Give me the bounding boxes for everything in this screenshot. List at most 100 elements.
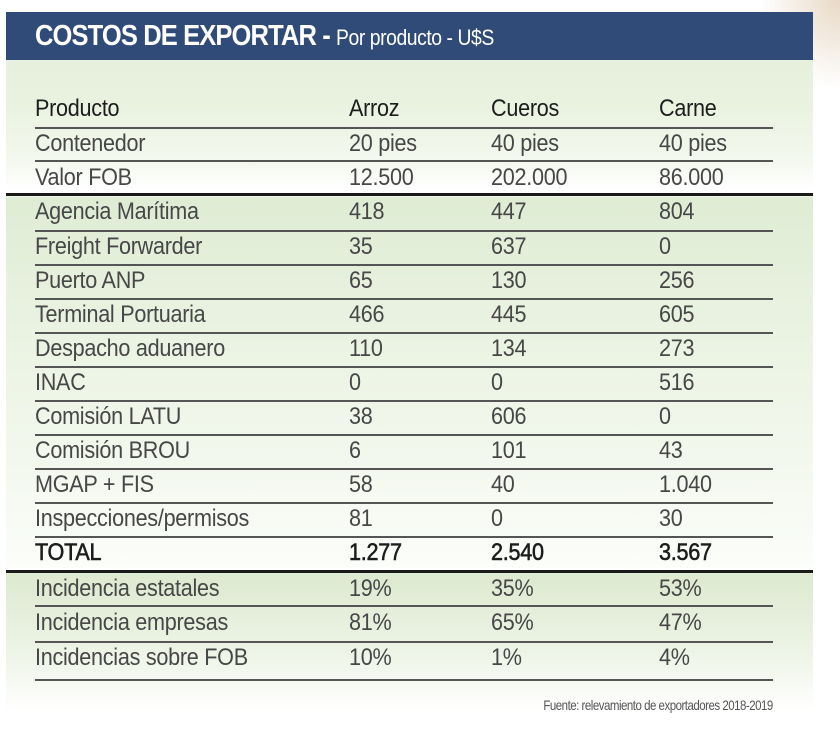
cell-cueros: 1% [491, 644, 522, 671]
cell-arroz: 19% [349, 575, 392, 602]
cell-arroz: 65 [349, 267, 373, 294]
column-header: Cueros [491, 95, 560, 122]
cell-arroz: 58 [349, 471, 373, 498]
cell-arroz: 12.500 [349, 164, 414, 191]
cell-carne: 47% [659, 609, 702, 636]
table-row: Valor FOB 12.500 202.000 86.000 [0, 162, 840, 196]
cell-cueros: 130 [491, 267, 527, 294]
cell-carne: 30 [659, 505, 683, 532]
row-label: Inspecciones/permisos [35, 505, 250, 532]
row-label: Comisión BROU [35, 437, 190, 464]
table-row: Terminal Portuaria 466 445 605 [0, 299, 840, 333]
row-divider [35, 400, 773, 402]
row-divider [35, 641, 773, 643]
row-label: Incidencia estatales [35, 575, 220, 602]
row-label: INAC [35, 369, 86, 396]
cell-arroz: 81% [349, 609, 392, 636]
table-row: Inspecciones/permisos 81 0 30 [0, 503, 840, 537]
title-bar: COSTOS DE EXPORTAR - Por producto - U$S [6, 12, 813, 60]
cell-arroz: 110 [349, 335, 383, 362]
row-divider [35, 434, 773, 436]
cell-arroz: 20 pies [349, 130, 417, 157]
cell-arroz: 81 [349, 505, 373, 532]
table-row: Despacho aduanero 110 134 273 [0, 333, 840, 367]
cell-arroz: 466 [349, 301, 385, 328]
row-label: Contenedor [35, 130, 146, 157]
cell-arroz: 35 [349, 233, 373, 260]
incidence-row: Incidencia empresas 81% 65% 47% [0, 607, 840, 641]
cell-cueros: 637 [491, 233, 527, 260]
row-divider [35, 468, 773, 470]
table-row: INAC 0 0 516 [0, 367, 840, 401]
row-divider [35, 160, 773, 162]
title-subtitle: Por producto - U$S [336, 24, 494, 50]
total-cueros: 2.540 [491, 539, 545, 567]
cell-carne: 605 [659, 301, 695, 328]
title-main-text: COSTOS DE EXPORTAR - [35, 19, 337, 52]
cell-arroz: 6 [349, 437, 361, 464]
row-divider [35, 502, 773, 504]
row-label: Agencia Marítima [35, 198, 199, 225]
cell-cueros: 606 [491, 403, 527, 430]
row-divider [35, 127, 773, 129]
column-header: Producto [35, 95, 120, 122]
cell-carne: 273 [659, 335, 695, 362]
row-divider [35, 230, 773, 232]
row-divider [35, 679, 773, 681]
cell-carne: 4% [659, 644, 690, 671]
cell-cueros: 35% [491, 575, 534, 602]
cell-carne: 0 [659, 403, 671, 430]
cell-cueros: 134 [491, 335, 527, 362]
cell-carne: 804 [659, 198, 695, 225]
column-header: Carne [659, 95, 717, 122]
table-row: Puerto ANP 65 130 256 [0, 265, 840, 299]
cell-cueros: 0 [491, 505, 503, 532]
cell-carne: 0 [659, 233, 671, 260]
cell-arroz: 10% [349, 644, 392, 671]
cell-cueros: 40 [491, 471, 515, 498]
cell-carne: 86.000 [659, 164, 724, 191]
table-row: Comisión BROU 6 101 43 [0, 435, 840, 469]
cell-cueros: 65% [491, 609, 534, 636]
total-arroz: 1.277 [349, 539, 403, 567]
cell-cueros: 447 [491, 198, 527, 225]
cell-cueros: 445 [491, 301, 527, 328]
table-header-row: Producto Arroz Cueros Carne [0, 93, 840, 127]
column-header: Arroz [349, 95, 400, 122]
row-divider [35, 332, 773, 334]
section-divider [6, 193, 813, 196]
cell-carne: 43 [659, 437, 683, 464]
row-label: Comisión LATU [35, 403, 182, 430]
cell-carne: 256 [659, 267, 695, 294]
row-label: Puerto ANP [35, 267, 146, 294]
row-label: Incidencia empresas [35, 609, 228, 636]
cell-arroz: 418 [349, 198, 385, 225]
row-divider [35, 605, 773, 607]
source-note: Fuente: relevamiento de exportadores 201… [543, 697, 774, 713]
row-label: MGAP + FIS [35, 471, 154, 498]
cell-cueros: 101 [491, 437, 527, 464]
cell-carne: 40 pies [659, 130, 727, 157]
row-label: Valor FOB [35, 164, 132, 191]
section-divider [6, 570, 813, 573]
table-row: MGAP + FIS 58 40 1.040 [0, 469, 840, 503]
table-row: Contenedor 20 pies 40 pies 40 pies [0, 128, 840, 162]
page-title: COSTOS DE EXPORTAR - Por producto - U$S [35, 20, 494, 53]
cell-cueros: 40 pies [491, 130, 559, 157]
total-carne: 3.567 [659, 539, 713, 567]
cell-carne: 53% [659, 575, 702, 602]
row-divider [35, 536, 773, 538]
row-label: Terminal Portuaria [35, 301, 206, 328]
table-row: Agencia Marítima 418 447 804 [0, 196, 840, 230]
cell-carne: 1.040 [659, 471, 712, 498]
cell-carne: 516 [659, 369, 695, 396]
total-label: TOTAL [35, 539, 102, 567]
cell-cueros: 0 [491, 369, 503, 396]
table-row: Comisión LATU 38 606 0 [0, 401, 840, 435]
cell-cueros: 202.000 [491, 164, 568, 191]
row-divider [35, 366, 773, 368]
row-label: Freight Forwarder [35, 233, 203, 260]
row-divider [35, 264, 773, 266]
cell-arroz: 0 [349, 369, 361, 396]
